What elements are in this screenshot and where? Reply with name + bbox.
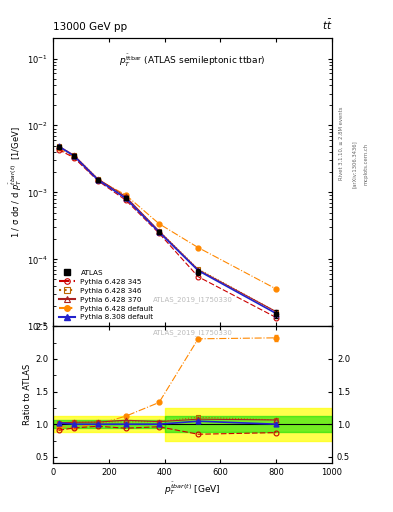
Text: ATLAS_2019_I1750330: ATLAS_2019_I1750330 (152, 329, 233, 336)
Y-axis label: 1 / σ dσ / d $p_T^{\bar{t}bar(t)}$  [1/GeV]: 1 / σ dσ / d $p_T^{\bar{t}bar(t)}$ [1/Ge… (7, 126, 24, 238)
Text: mcplots.cern.ch: mcplots.cern.ch (364, 143, 369, 185)
Text: ATLAS_2019_I1750330: ATLAS_2019_I1750330 (152, 296, 233, 303)
Text: Rivet 3.1.10, ≥ 2.8M events: Rivet 3.1.10, ≥ 2.8M events (339, 106, 344, 180)
Text: [arXiv:1306.3436]: [arXiv:1306.3436] (352, 140, 357, 188)
Text: $t\bar{t}$: $t\bar{t}$ (321, 17, 332, 32)
X-axis label: $p_T^{\bar{t}bar(t)}$ [GeV]: $p_T^{\bar{t}bar(t)}$ [GeV] (164, 480, 221, 497)
Text: 13000 GeV pp: 13000 GeV pp (53, 22, 127, 32)
Text: $p_T^{\mathregular{\bar{t}tbar}}$ (ATLAS semileptonic ttbar): $p_T^{\mathregular{\bar{t}tbar}}$ (ATLAS… (119, 53, 266, 69)
Legend: ATLAS, Pythia 6.428 345, Pythia 6.428 346, Pythia 6.428 370, Pythia 6.428 defaul: ATLAS, Pythia 6.428 345, Pythia 6.428 34… (57, 267, 156, 323)
Y-axis label: Ratio to ATLAS: Ratio to ATLAS (23, 364, 32, 425)
